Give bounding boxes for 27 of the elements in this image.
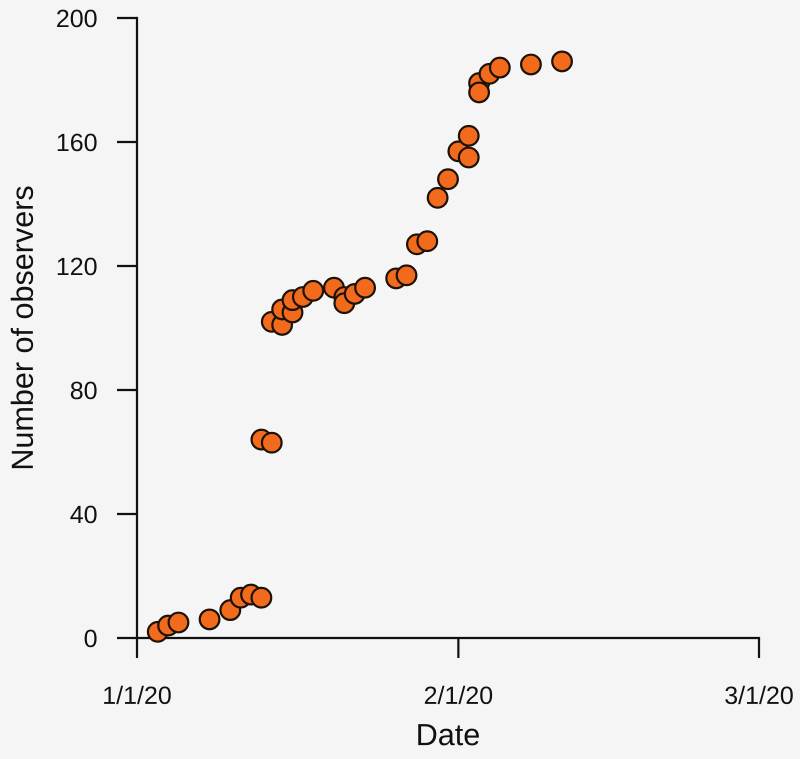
- point: [437, 168, 459, 190]
- y-axis-title: Number of observers: [10, 186, 34, 468]
- point: [468, 81, 490, 104]
- x-tick-label: 3/1/20: [725, 686, 793, 704]
- point: [426, 186, 449, 209]
- y-tick-label: 160: [58, 134, 97, 152]
- y-tick-label: 120: [58, 258, 97, 276]
- point: [458, 124, 480, 147]
- x-axis-title: Date: [418, 724, 479, 746]
- x-tick-label: 2/1/20: [424, 686, 492, 704]
- point: [198, 608, 220, 630]
- point: [354, 276, 376, 299]
- point: [250, 586, 272, 609]
- point: [551, 50, 573, 72]
- point: [260, 432, 283, 454]
- y-tick-label: 40: [70, 506, 97, 524]
- point: [488, 56, 511, 79]
- point: [168, 612, 190, 634]
- y-tick-label: 200: [57, 10, 97, 28]
- point: [520, 54, 542, 76]
- y-tick-label: 80: [70, 382, 97, 400]
- point: [396, 264, 418, 286]
- point: [416, 230, 438, 252]
- point: [302, 280, 324, 302]
- y-tick-label: 0: [84, 630, 97, 648]
- point: [458, 146, 480, 168]
- x-tick-label: 1/1/20: [104, 686, 171, 704]
